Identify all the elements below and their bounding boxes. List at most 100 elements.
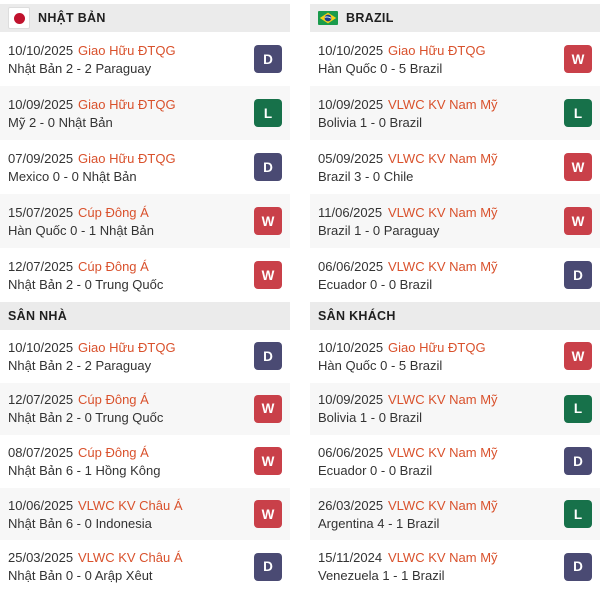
match-row[interactable]: 10/10/2025 Giao Hữu ĐTQG Nhật Bản 2 - 2 … [0, 32, 290, 86]
result-badge: W [254, 394, 282, 423]
match-row[interactable]: 10/10/2025 Giao Hữu ĐTQG Nhật Bản 2 - 2 … [0, 330, 290, 383]
match-result: Ecuador 0 - 0 Brazil [318, 276, 433, 292]
match-row[interactable]: 07/09/2025 Giao Hữu ĐTQG Mexico 0 - 0 Nh… [0, 140, 290, 194]
match-result: Nhật Bản 2 - 0 Trung Quốc [8, 276, 164, 292]
match-date: 06/06/2025 [318, 258, 384, 274]
result-badge: W [564, 207, 592, 235]
match-league[interactable]: VLWC KV Nam Mỹ [388, 258, 498, 274]
match-league[interactable]: VLWC KV Nam Mỹ [388, 204, 498, 220]
match-date: 11/06/2025 [318, 204, 383, 220]
match-info: 11/06/2025 VLWC KV Nam Mỹ Brazil 1 - 0 P… [318, 205, 498, 238]
match-league[interactable]: VLWC KV Nam Mỹ [388, 550, 498, 566]
match-list: 10/10/2025 Giao Hữu ĐTQG Nhật Bản 2 - 2 … [0, 32, 290, 302]
match-league[interactable]: Giao Hữu ĐTQG [78, 42, 176, 58]
match-league[interactable]: VLWC KV Nam Mỹ [388, 96, 498, 112]
match-league[interactable]: Giao Hữu ĐTQG [78, 96, 176, 112]
match-row[interactable]: 15/11/2024 VLWC KV Nam Mỹ Venezuela 1 - … [310, 540, 600, 593]
match-list: 10/10/2025 Giao Hữu ĐTQG Nhật Bản 2 - 2 … [0, 330, 290, 593]
match-league[interactable]: VLWC KV Châu Á [78, 550, 183, 566]
match-date: 10/09/2025 [318, 392, 384, 408]
match-league[interactable]: VLWC KV Nam Mỹ [388, 392, 498, 408]
match-date: 10/06/2025 [8, 497, 74, 513]
match-result: Nhật Bản 2 - 0 Trung Quốc [8, 410, 164, 426]
match-row[interactable]: 10/06/2025 VLWC KV Châu Á Nhật Bản 6 - 0… [0, 487, 290, 541]
match-info: 05/09/2025 VLWC KV Nam Mỹ Brazil 3 - 0 C… [318, 151, 498, 184]
match-date: 15/07/2025 [8, 204, 74, 220]
match-row[interactable]: 26/03/2025 VLWC KV Nam Mỹ Argentina 4 - … [310, 487, 600, 541]
match-league[interactable]: VLWC KV Nam Mỹ [388, 444, 498, 460]
result-badge: L [564, 500, 592, 529]
match-result: Hàn Quốc 0 - 5 Brazil [318, 357, 443, 373]
match-date: 12/07/2025 [8, 392, 74, 408]
result-badge: W [564, 153, 592, 181]
result-badge: D [254, 342, 282, 371]
match-date: 25/03/2025 [8, 550, 74, 566]
match-info: 12/07/2025 Cúp Đông Á Nhật Bản 2 - 0 Tru… [8, 392, 163, 425]
match-league[interactable]: VLWC KV Nam Mỹ [388, 497, 498, 513]
result-badge: L [564, 394, 592, 423]
match-league[interactable]: Giao Hữu ĐTQG [78, 150, 176, 166]
match-info: 08/07/2025 Cúp Đông Á Nhật Bản 6 - 1 Hồn… [8, 445, 161, 478]
result-badge: D [564, 261, 592, 289]
match-league[interactable]: Giao Hữu ĐTQG [78, 339, 176, 355]
match-info: 10/10/2025 Giao Hữu ĐTQG Nhật Bản 2 - 2 … [8, 43, 176, 76]
match-row[interactable]: 10/09/2025 VLWC KV Nam Mỹ Bolivia 1 - 0 … [310, 382, 600, 436]
match-row[interactable]: 11/06/2025 VLWC KV Nam Mỹ Brazil 1 - 0 P… [310, 194, 600, 248]
brazil-flag-icon [318, 11, 338, 25]
match-row[interactable]: 15/07/2025 Cúp Đông Á Hàn Quốc 0 - 1 Nhậ… [0, 194, 290, 248]
match-info: 06/06/2025 VLWC KV Nam Mỹ Ecuador 0 - 0 … [318, 445, 498, 478]
match-info: 10/09/2025 VLWC KV Nam Mỹ Bolivia 1 - 0 … [318, 97, 498, 130]
match-row[interactable]: 12/07/2025 Cúp Đông Á Nhật Bản 2 - 0 Tru… [0, 382, 290, 436]
match-league[interactable]: Cúp Đông Á [78, 204, 149, 220]
match-date: 06/06/2025 [318, 444, 384, 460]
match-row[interactable]: 10/09/2025 Giao Hữu ĐTQG Mỹ 2 - 0 Nhật B… [0, 86, 290, 140]
match-row[interactable]: 06/06/2025 VLWC KV Nam Mỹ Ecuador 0 - 0 … [310, 248, 600, 302]
match-result: Bolivia 1 - 0 Brazil [318, 114, 423, 130]
section-header: SÂN NHÀ [0, 302, 290, 330]
match-row[interactable]: 10/09/2025 VLWC KV Nam Mỹ Bolivia 1 - 0 … [310, 86, 600, 140]
match-result: Ecuador 0 - 0 Brazil [318, 462, 433, 478]
result-badge: W [564, 45, 592, 73]
match-result: Nhật Bản 2 - 2 Paraguay [8, 357, 152, 373]
match-row[interactable]: 08/07/2025 Cúp Đông Á Nhật Bản 6 - 1 Hồn… [0, 435, 290, 488]
match-result: Nhật Bản 0 - 0 Arập Xêut [8, 568, 153, 584]
match-list: 10/10/2025 Giao Hữu ĐTQG Hàn Quốc 0 - 5 … [310, 32, 600, 302]
result-badge: L [254, 99, 282, 127]
match-result: Bolivia 1 - 0 Brazil [318, 410, 423, 426]
match-date: 15/11/2024 [318, 550, 383, 566]
match-league[interactable]: Cúp Đông Á [78, 392, 149, 408]
match-result: Hàn Quốc 0 - 5 Brazil [318, 60, 443, 76]
match-row[interactable]: 10/10/2025 Giao Hữu ĐTQG Hàn Quốc 0 - 5 … [310, 330, 600, 383]
match-result: Nhật Bản 2 - 2 Paraguay [8, 60, 152, 76]
result-badge: L [564, 99, 592, 127]
match-row[interactable]: 10/10/2025 Giao Hữu ĐTQG Hàn Quốc 0 - 5 … [310, 32, 600, 86]
match-info: 10/09/2025 Giao Hữu ĐTQG Mỹ 2 - 0 Nhật B… [8, 97, 176, 130]
match-date: 05/09/2025 [318, 150, 384, 166]
match-league[interactable]: VLWC KV Nam Mỹ [388, 150, 498, 166]
match-league[interactable]: Cúp Đông Á [78, 258, 149, 274]
match-info: 10/06/2025 VLWC KV Châu Á Nhật Bản 6 - 0… [8, 498, 183, 531]
team-name: BRAZIL [346, 11, 394, 25]
match-date: 10/09/2025 [8, 96, 74, 112]
match-info: 10/10/2025 Giao Hữu ĐTQG Nhật Bản 2 - 2 … [8, 340, 176, 373]
match-league[interactable]: Cúp Đông Á [78, 444, 149, 460]
match-league[interactable]: Giao Hữu ĐTQG [388, 339, 486, 355]
match-row[interactable]: 12/07/2025 Cúp Đông Á Nhật Bản 2 - 0 Tru… [0, 248, 290, 302]
match-result: Mexico 0 - 0 Nhật Bản [8, 168, 137, 184]
match-row[interactable]: 06/06/2025 VLWC KV Nam Mỹ Ecuador 0 - 0 … [310, 435, 600, 488]
match-date: 07/09/2025 [8, 150, 74, 166]
result-badge: W [564, 342, 592, 371]
match-date: 10/10/2025 [318, 339, 384, 355]
match-league[interactable]: Giao Hữu ĐTQG [388, 42, 486, 58]
match-info: 26/03/2025 VLWC KV Nam Mỹ Argentina 4 - … [318, 498, 498, 531]
section-header: SÂN KHÁCH [310, 302, 600, 330]
match-result: Hàn Quốc 0 - 1 Nhật Bản [8, 222, 154, 238]
match-date: 10/10/2025 [8, 339, 74, 355]
match-row[interactable]: 25/03/2025 VLWC KV Châu Á Nhật Bản 0 - 0… [0, 540, 290, 593]
match-row[interactable]: 05/09/2025 VLWC KV Nam Mỹ Brazil 3 - 0 C… [310, 140, 600, 194]
match-date: 08/07/2025 [8, 444, 74, 460]
match-league[interactable]: VLWC KV Châu Á [78, 497, 183, 513]
match-result: Brazil 3 - 0 Chile [318, 168, 414, 184]
result-badge: D [254, 552, 282, 581]
